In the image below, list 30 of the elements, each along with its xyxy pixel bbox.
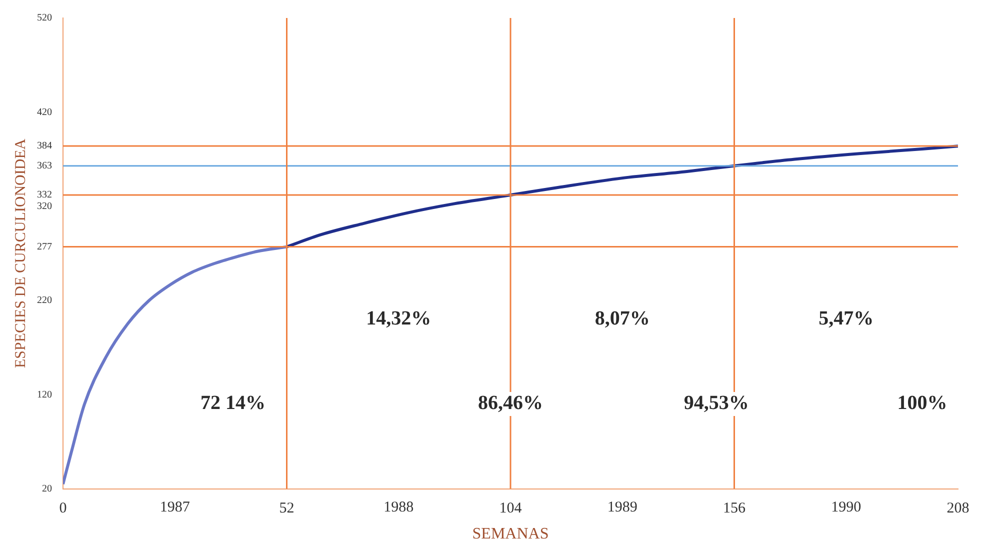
- y-axis-title: ESPECIES DE CURCULIONOIDEA: [12, 138, 29, 368]
- y-tick-label: 220: [37, 295, 52, 306]
- y-tick-label: 20: [42, 483, 52, 494]
- x-tick-label: 0: [59, 500, 67, 517]
- x-tick-label: 52: [279, 500, 294, 517]
- annotation: 100%: [897, 392, 948, 414]
- x2-tick-label: 1990: [831, 500, 862, 516]
- y-tick-label: 363: [37, 160, 52, 172]
- annotation: 86,46%: [478, 392, 543, 414]
- annotation: 72 14%: [200, 392, 266, 414]
- y-tick-label: 420: [37, 106, 52, 118]
- y-tick-label: 384: [37, 140, 52, 152]
- y-tick-label: 320: [37, 200, 52, 212]
- annotation: 14,32%: [366, 307, 432, 330]
- y-tick-label: 520: [37, 12, 52, 24]
- annotation: 8,07%: [594, 307, 650, 330]
- y-tick-label: 120: [37, 389, 52, 400]
- x2-tick-label: 1987: [160, 500, 190, 516]
- x-tick-label: 104: [499, 500, 522, 517]
- x2-tick-label: 1989: [607, 500, 638, 516]
- annotation: 5,47%: [818, 307, 874, 330]
- x-tick-label: 156: [723, 500, 746, 517]
- annotation: 94,53%: [684, 392, 749, 414]
- line-series: [63, 245, 288, 486]
- line-series: [285, 144, 958, 248]
- y-tick-label: 277: [37, 241, 52, 252]
- x2-tick-label: 1988: [384, 500, 414, 516]
- x-tick-label: 208: [946, 500, 970, 517]
- y-tick-label: 332: [37, 190, 52, 201]
- x-axis-title: SEMANAS: [472, 526, 549, 543]
